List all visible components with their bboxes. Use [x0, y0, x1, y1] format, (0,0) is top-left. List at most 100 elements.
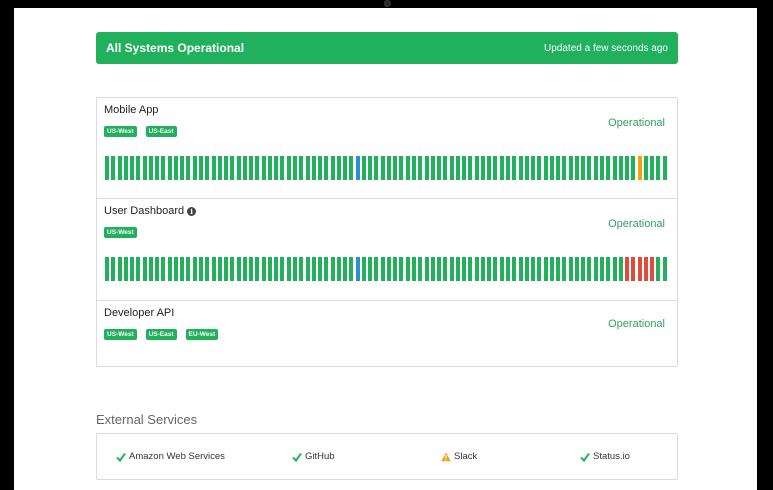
- uptime-day-bar[interactable]: [280, 156, 285, 180]
- uptime-day-bar[interactable]: [180, 257, 185, 281]
- uptime-day-bar[interactable]: [430, 156, 435, 180]
- uptime-day-bar[interactable]: [437, 156, 442, 180]
- uptime-day-bar[interactable]: [512, 257, 517, 281]
- uptime-day-bar[interactable]: [518, 156, 523, 180]
- uptime-day-bar[interactable]: [543, 156, 548, 180]
- uptime-day-bar[interactable]: [386, 156, 391, 180]
- uptime-day-bar[interactable]: [574, 257, 579, 281]
- uptime-day-bar[interactable]: [656, 257, 661, 281]
- uptime-day-bar[interactable]: [286, 257, 291, 281]
- uptime-day-bar[interactable]: [311, 156, 316, 180]
- uptime-day-bar[interactable]: [167, 156, 172, 180]
- uptime-day-bar[interactable]: [155, 257, 160, 281]
- uptime-day-bar[interactable]: [230, 257, 235, 281]
- uptime-day-bar[interactable]: [656, 156, 661, 180]
- uptime-day-bar[interactable]: [249, 257, 254, 281]
- uptime-day-bar[interactable]: [424, 257, 429, 281]
- uptime-day-bar[interactable]: [612, 156, 617, 180]
- uptime-day-bar[interactable]: [612, 257, 617, 281]
- uptime-day-bar[interactable]: [662, 156, 667, 180]
- uptime-day-bar[interactable]: [587, 156, 592, 180]
- uptime-day-bar[interactable]: [412, 156, 417, 180]
- uptime-day-bar[interactable]: [155, 156, 160, 180]
- uptime-day-bar[interactable]: [537, 257, 542, 281]
- uptime-day-bar[interactable]: [361, 257, 366, 281]
- uptime-day-bar[interactable]: [449, 156, 454, 180]
- uptime-day-bar[interactable]: [224, 156, 229, 180]
- uptime-day-bar[interactable]: [455, 257, 460, 281]
- uptime-day-bar[interactable]: [506, 257, 510, 281]
- uptime-day-bar[interactable]: [305, 257, 310, 281]
- uptime-day-bar[interactable]: [493, 156, 498, 180]
- uptime-day-bar[interactable]: [480, 156, 485, 180]
- uptime-day-bar[interactable]: [499, 156, 504, 180]
- uptime-day-bar[interactable]: [136, 257, 141, 281]
- uptime-day-bar[interactable]: [368, 257, 373, 281]
- uptime-day-bar[interactable]: [267, 257, 272, 281]
- uptime-day-bar[interactable]: [123, 156, 128, 180]
- uptime-day-bar[interactable]: [374, 257, 379, 281]
- uptime-day-bar[interactable]: [430, 257, 435, 281]
- uptime-day-bar[interactable]: [581, 257, 586, 281]
- uptime-day-bar[interactable]: [318, 257, 323, 281]
- uptime-day-bar[interactable]: [618, 257, 623, 281]
- uptime-day-bar[interactable]: [255, 156, 260, 180]
- uptime-day-bar[interactable]: [599, 257, 604, 281]
- uptime-day-bar[interactable]: [286, 156, 291, 180]
- uptime-day-bar[interactable]: [242, 257, 247, 281]
- uptime-day-bar[interactable]: [374, 156, 379, 180]
- uptime-day-bar[interactable]: [130, 257, 135, 281]
- uptime-day-bar[interactable]: [198, 156, 203, 180]
- uptime-day-bar[interactable]: [631, 257, 636, 281]
- uptime-day-bar[interactable]: [662, 257, 667, 281]
- uptime-day-bar[interactable]: [643, 156, 648, 180]
- uptime-day-bar[interactable]: [236, 257, 241, 281]
- uptime-day-bar[interactable]: [625, 257, 630, 281]
- uptime-day-bar[interactable]: [386, 257, 391, 281]
- uptime-day-bar[interactable]: [161, 156, 166, 180]
- uptime-day-bar[interactable]: [568, 257, 573, 281]
- external-service-statusio[interactable]: Status.io: [580, 451, 630, 462]
- uptime-day-bar[interactable]: [111, 156, 116, 180]
- uptime-day-bar[interactable]: [292, 257, 297, 281]
- uptime-day-bar[interactable]: [650, 257, 655, 281]
- uptime-day-bar[interactable]: [186, 257, 191, 281]
- uptime-day-bar[interactable]: [105, 156, 109, 180]
- uptime-day-bar[interactable]: [543, 257, 548, 281]
- uptime-day-bar[interactable]: [625, 156, 630, 180]
- uptime-day-bar[interactable]: [399, 257, 404, 281]
- uptime-day-bar[interactable]: [593, 257, 598, 281]
- uptime-day-bar[interactable]: [368, 156, 373, 180]
- uptime-day-bar[interactable]: [217, 156, 222, 180]
- uptime-day-bar[interactable]: [549, 257, 554, 281]
- uptime-day-bar[interactable]: [512, 156, 517, 180]
- uptime-day-bar[interactable]: [111, 257, 116, 281]
- uptime-day-bar[interactable]: [242, 156, 247, 180]
- uptime-day-bar[interactable]: [224, 257, 229, 281]
- uptime-day-bar[interactable]: [524, 257, 529, 281]
- uptime-day-bar[interactable]: [173, 257, 178, 281]
- uptime-day-bar[interactable]: [393, 156, 398, 180]
- uptime-day-bar[interactable]: [524, 156, 529, 180]
- uptime-day-bar[interactable]: [274, 257, 279, 281]
- uptime-day-bar[interactable]: [493, 257, 498, 281]
- uptime-day-bar[interactable]: [549, 156, 554, 180]
- uptime-day-bar[interactable]: [336, 257, 341, 281]
- uptime-day-bar[interactable]: [499, 257, 504, 281]
- uptime-day-bar[interactable]: [581, 156, 586, 180]
- uptime-day-bar[interactable]: [349, 156, 354, 180]
- uptime-day-bar[interactable]: [343, 257, 348, 281]
- uptime-day-bar[interactable]: [468, 156, 473, 180]
- uptime-day-bar[interactable]: [631, 156, 636, 180]
- external-service-aws[interactable]: Amazon Web Services: [116, 451, 225, 462]
- uptime-day-bar[interactable]: [324, 257, 329, 281]
- uptime-day-bar[interactable]: [606, 156, 611, 180]
- uptime-day-bar[interactable]: [637, 257, 642, 281]
- uptime-day-bar[interactable]: [148, 257, 153, 281]
- uptime-day-bar[interactable]: [305, 156, 310, 180]
- uptime-day-bar[interactable]: [405, 257, 410, 281]
- uptime-day-bar[interactable]: [167, 257, 172, 281]
- uptime-day-bar[interactable]: [355, 257, 360, 281]
- uptime-day-bar[interactable]: [173, 156, 178, 180]
- uptime-day-bar[interactable]: [324, 156, 329, 180]
